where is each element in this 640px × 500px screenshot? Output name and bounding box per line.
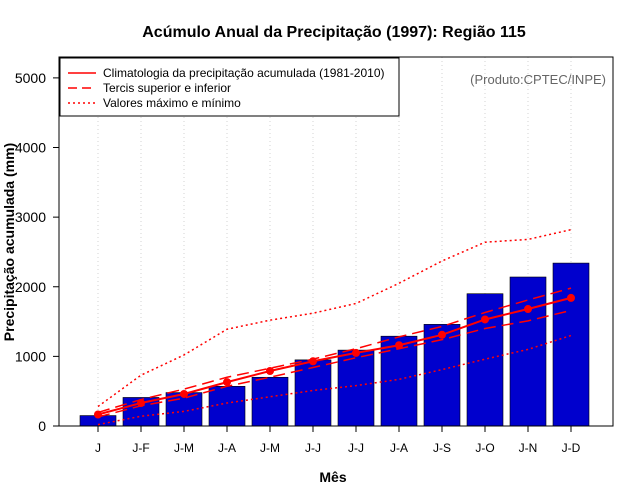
- y-tick-label: 3000: [15, 209, 46, 225]
- bar: [251, 376, 289, 427]
- x-axis-label: Mês: [319, 469, 346, 485]
- credit-text: (Produto:CPTEC/INPE): [470, 72, 606, 87]
- x-tick-label: J-J: [305, 441, 321, 455]
- climatology-point: [180, 389, 188, 398]
- x-axis: J J-F J-M J-A J-M J-J J-J J-A J-S J-O J-N J-D: [95, 426, 581, 455]
- chart-title: Acúmulo Anual da Precipitação (1997): Re…: [142, 24, 526, 41]
- legend-terciles-label: Tercis superior e inferior: [103, 81, 231, 95]
- x-tick-label: J-S: [433, 441, 451, 455]
- bar: [552, 262, 590, 427]
- legend: Climatologia da precipitação acumulada (…: [59, 57, 400, 117]
- extreme-line: [97, 334, 572, 426]
- legend-box: [59, 57, 400, 117]
- x-tick-label: J-F: [132, 441, 149, 455]
- x-tick-label: J-O: [475, 441, 494, 455]
- y-tick-label: 2000: [15, 279, 46, 295]
- extreme-line: [97, 228, 572, 408]
- x-tick-label: J-N: [519, 441, 538, 455]
- legend-climatology-label: Climatologia da precipitação acumulada (…: [103, 66, 385, 80]
- x-tick-label: J-A: [390, 441, 408, 455]
- plot-frame: [58, 56, 614, 427]
- y-tick-label: 5000: [15, 70, 46, 86]
- legend-extremes-label: Valores máximo e mínimo: [103, 96, 241, 110]
- bar: [466, 293, 504, 427]
- bar: [337, 349, 375, 427]
- climatology-point: [266, 366, 274, 375]
- y-tick-label: 0: [38, 418, 46, 434]
- bar: [208, 386, 246, 427]
- x-tick-label: J-M: [174, 441, 194, 455]
- climatology-point: [481, 315, 489, 324]
- climatology-point: [223, 378, 231, 387]
- climatology-line: [97, 296, 572, 416]
- x-tick-label: J-D: [562, 441, 581, 455]
- y-tick-label: 4000: [15, 140, 46, 156]
- x-tick-label: J-A: [218, 441, 236, 455]
- bar: [423, 324, 461, 427]
- tercile-line: [97, 309, 572, 418]
- y-axis-label: Precipitação acumulada (mm): [1, 143, 17, 341]
- climatology-point: [524, 305, 532, 314]
- climatology-point: [395, 341, 403, 350]
- x-tick-label: J-J: [348, 441, 364, 455]
- line-series: [94, 228, 575, 426]
- climatology-point: [567, 293, 575, 302]
- x-tick-label: J-M: [260, 441, 280, 455]
- climatology-point: [352, 348, 360, 357]
- bar: [509, 276, 547, 427]
- y-axis: 0 1000 2000 3000 4000 5000: [15, 70, 59, 434]
- bar-series: [79, 262, 590, 427]
- y-tick-label: 1000: [15, 348, 46, 364]
- climatology-point: [438, 330, 446, 339]
- x-tick-label: J: [95, 441, 101, 455]
- tercile-line: [97, 287, 572, 414]
